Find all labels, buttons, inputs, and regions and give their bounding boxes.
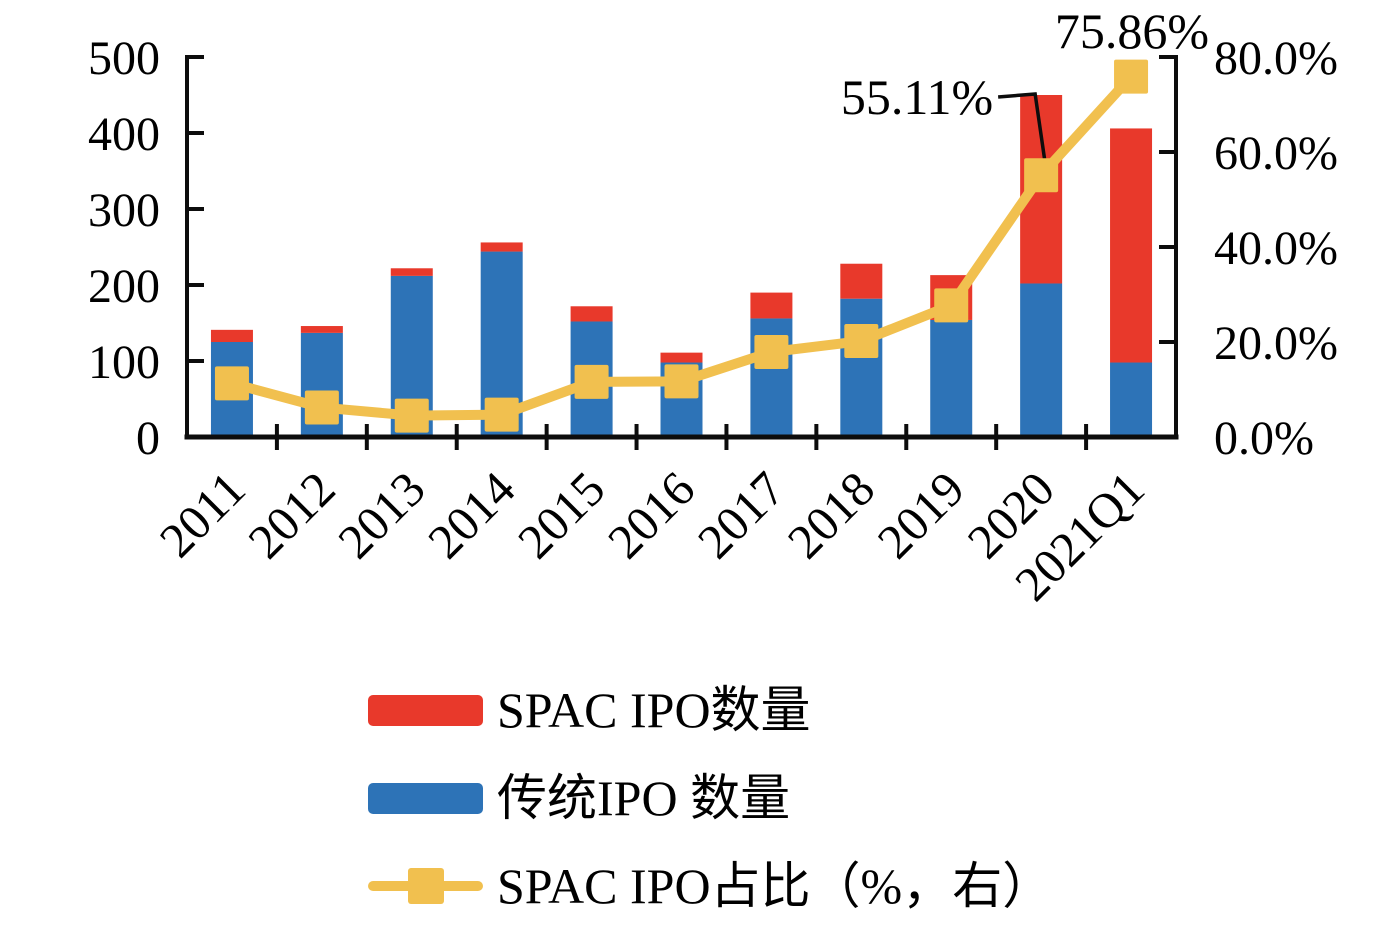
- left-axis-tick-label-200: 200: [88, 260, 160, 313]
- share-marker-2015: [574, 364, 609, 399]
- x-axis-label-2019: 2019: [867, 461, 975, 569]
- legend-label-traditional-ipo-count: 传统IPO 数量: [497, 770, 791, 826]
- legend-item-traditional-ipo-count: 传统IPO 数量: [368, 764, 1052, 832]
- bar-2012-spac: [300, 326, 343, 333]
- legend-swatch-traditional-blue: [368, 782, 483, 814]
- bar-2018-spac: [840, 263, 883, 299]
- x-axis-label-2013: 2013: [327, 461, 435, 569]
- bar-2014-spac: [480, 242, 523, 252]
- x-axis-label-2016: 2016: [597, 461, 705, 569]
- chart-canvas: 0 100 200 300 400 500 0.0% 20.0% 40.0% 60.0% 80.0%…: [88, 3, 1338, 611]
- legend-square-marker-icon: [408, 868, 444, 904]
- right-axis-tick-label-80.0%: 80.0%: [1214, 32, 1338, 85]
- x-axis-label-2011: 2011: [149, 461, 256, 568]
- legend-item-spac-ipo-count: SPAC IPO数量: [368, 676, 1052, 744]
- legend-label-spac-share: SPAC IPO占比（%，右）: [497, 858, 1053, 914]
- legend-item-spac-share: SPAC IPO占比（%，右）: [368, 852, 1052, 920]
- x-axis-label-2012: 2012: [237, 461, 345, 569]
- bar-2011-spac: [210, 329, 253, 342]
- bar-2019-traditional: [930, 319, 973, 437]
- bar-2013-spac: [390, 268, 433, 276]
- bar-2018-traditional: [840, 298, 883, 437]
- right-axis-tick-label-40.0%: 40.0%: [1214, 222, 1338, 275]
- annotation-leader-line: [997, 92, 1047, 164]
- left-axis-tick-label-400: 400: [88, 108, 160, 161]
- x-axis-label-2014: 2014: [417, 461, 525, 569]
- bar-2015-spac: [570, 306, 613, 322]
- right-axis-tick-label-0.0%: 0.0%: [1214, 412, 1314, 465]
- chart-legend: SPAC IPO数量 传统IPO 数量 SPAC IPO占比（%，右）: [368, 676, 1052, 940]
- bar-2016-spac: [660, 352, 703, 363]
- x-axis-label-2018: 2018: [777, 461, 885, 569]
- left-axis-tick-label-300: 300: [88, 184, 160, 237]
- left-axis-tick-label-100: 100: [88, 336, 160, 389]
- share-marker-2012: [304, 390, 339, 425]
- x-axis-label-2017: 2017: [687, 461, 795, 569]
- legend-swatch-spac-red: [368, 694, 483, 726]
- share-marker-2014: [484, 397, 519, 432]
- bar-2021Q1-spac: [1110, 128, 1153, 363]
- share-marker-2011: [214, 366, 249, 401]
- annotation-2021q1-share: 75.86%: [1055, 3, 1209, 59]
- left-axis-tick-label-500: 500: [88, 32, 160, 85]
- share-marker-2021Q1: [1114, 59, 1149, 94]
- x-axis-label-2015: 2015: [507, 461, 615, 569]
- share-marker-2016: [664, 364, 699, 399]
- share-marker-2013: [394, 398, 429, 433]
- spac-ipo-combo-chart: 0 100 200 300 400 500 0.0% 20.0% 40.0% 60.0% 80.0%…: [88, 3, 1338, 611]
- share-marker-2020: [1024, 158, 1059, 193]
- legend-swatch-share-line: [368, 867, 483, 905]
- bar-2020-traditional: [1020, 283, 1063, 437]
- share-marker-2018: [844, 324, 879, 359]
- left-axis-tick-label-0: 0: [136, 412, 160, 465]
- bar-2021Q1-traditional: [1110, 362, 1153, 437]
- right-axis-tick-label-60.0%: 60.0%: [1214, 127, 1338, 180]
- legend-label-spac-ipo-count: SPAC IPO数量: [497, 682, 811, 738]
- share-marker-2017: [754, 334, 789, 369]
- share-marker-2019: [934, 288, 969, 323]
- right-axis-tick-label-20.0%: 20.0%: [1214, 317, 1338, 370]
- annotation-2020-share: 55.11%: [841, 69, 993, 125]
- bar-2017-spac: [750, 292, 793, 319]
